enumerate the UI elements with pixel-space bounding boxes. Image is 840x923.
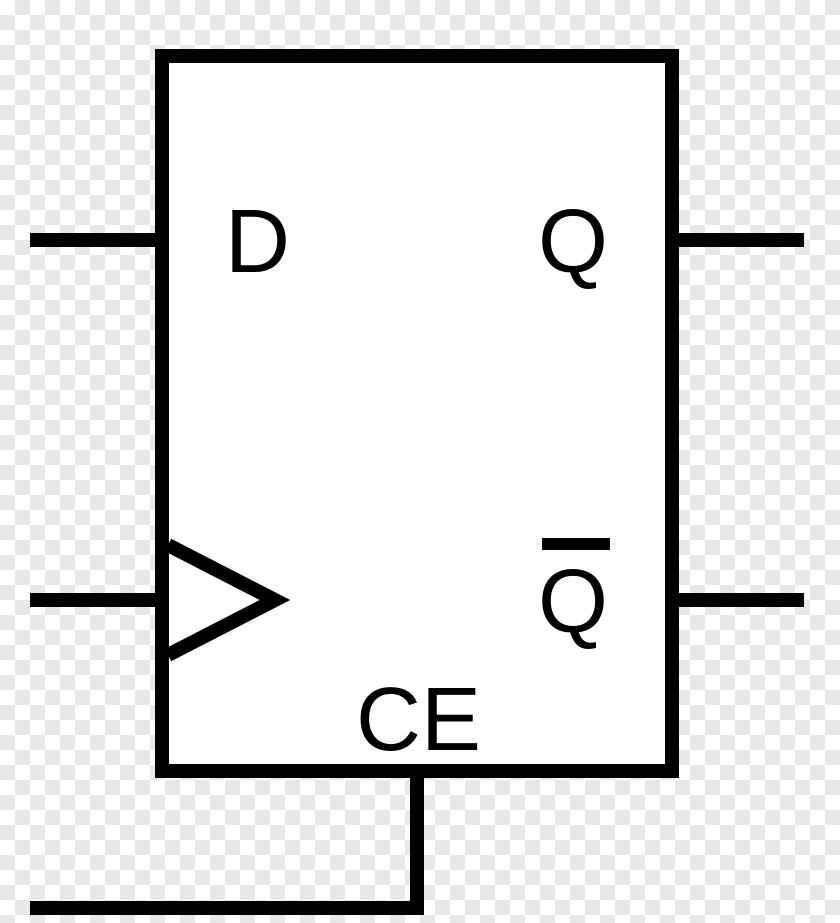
flip-flop-body	[162, 56, 672, 771]
pin-ce-wire	[30, 771, 417, 908]
label-qbar: Q	[538, 552, 608, 652]
flip-flop-diagram: D Q Q CE	[0, 0, 840, 923]
label-d: D	[225, 192, 290, 292]
label-q: Q	[538, 192, 608, 292]
label-ce: CE	[356, 670, 481, 770]
